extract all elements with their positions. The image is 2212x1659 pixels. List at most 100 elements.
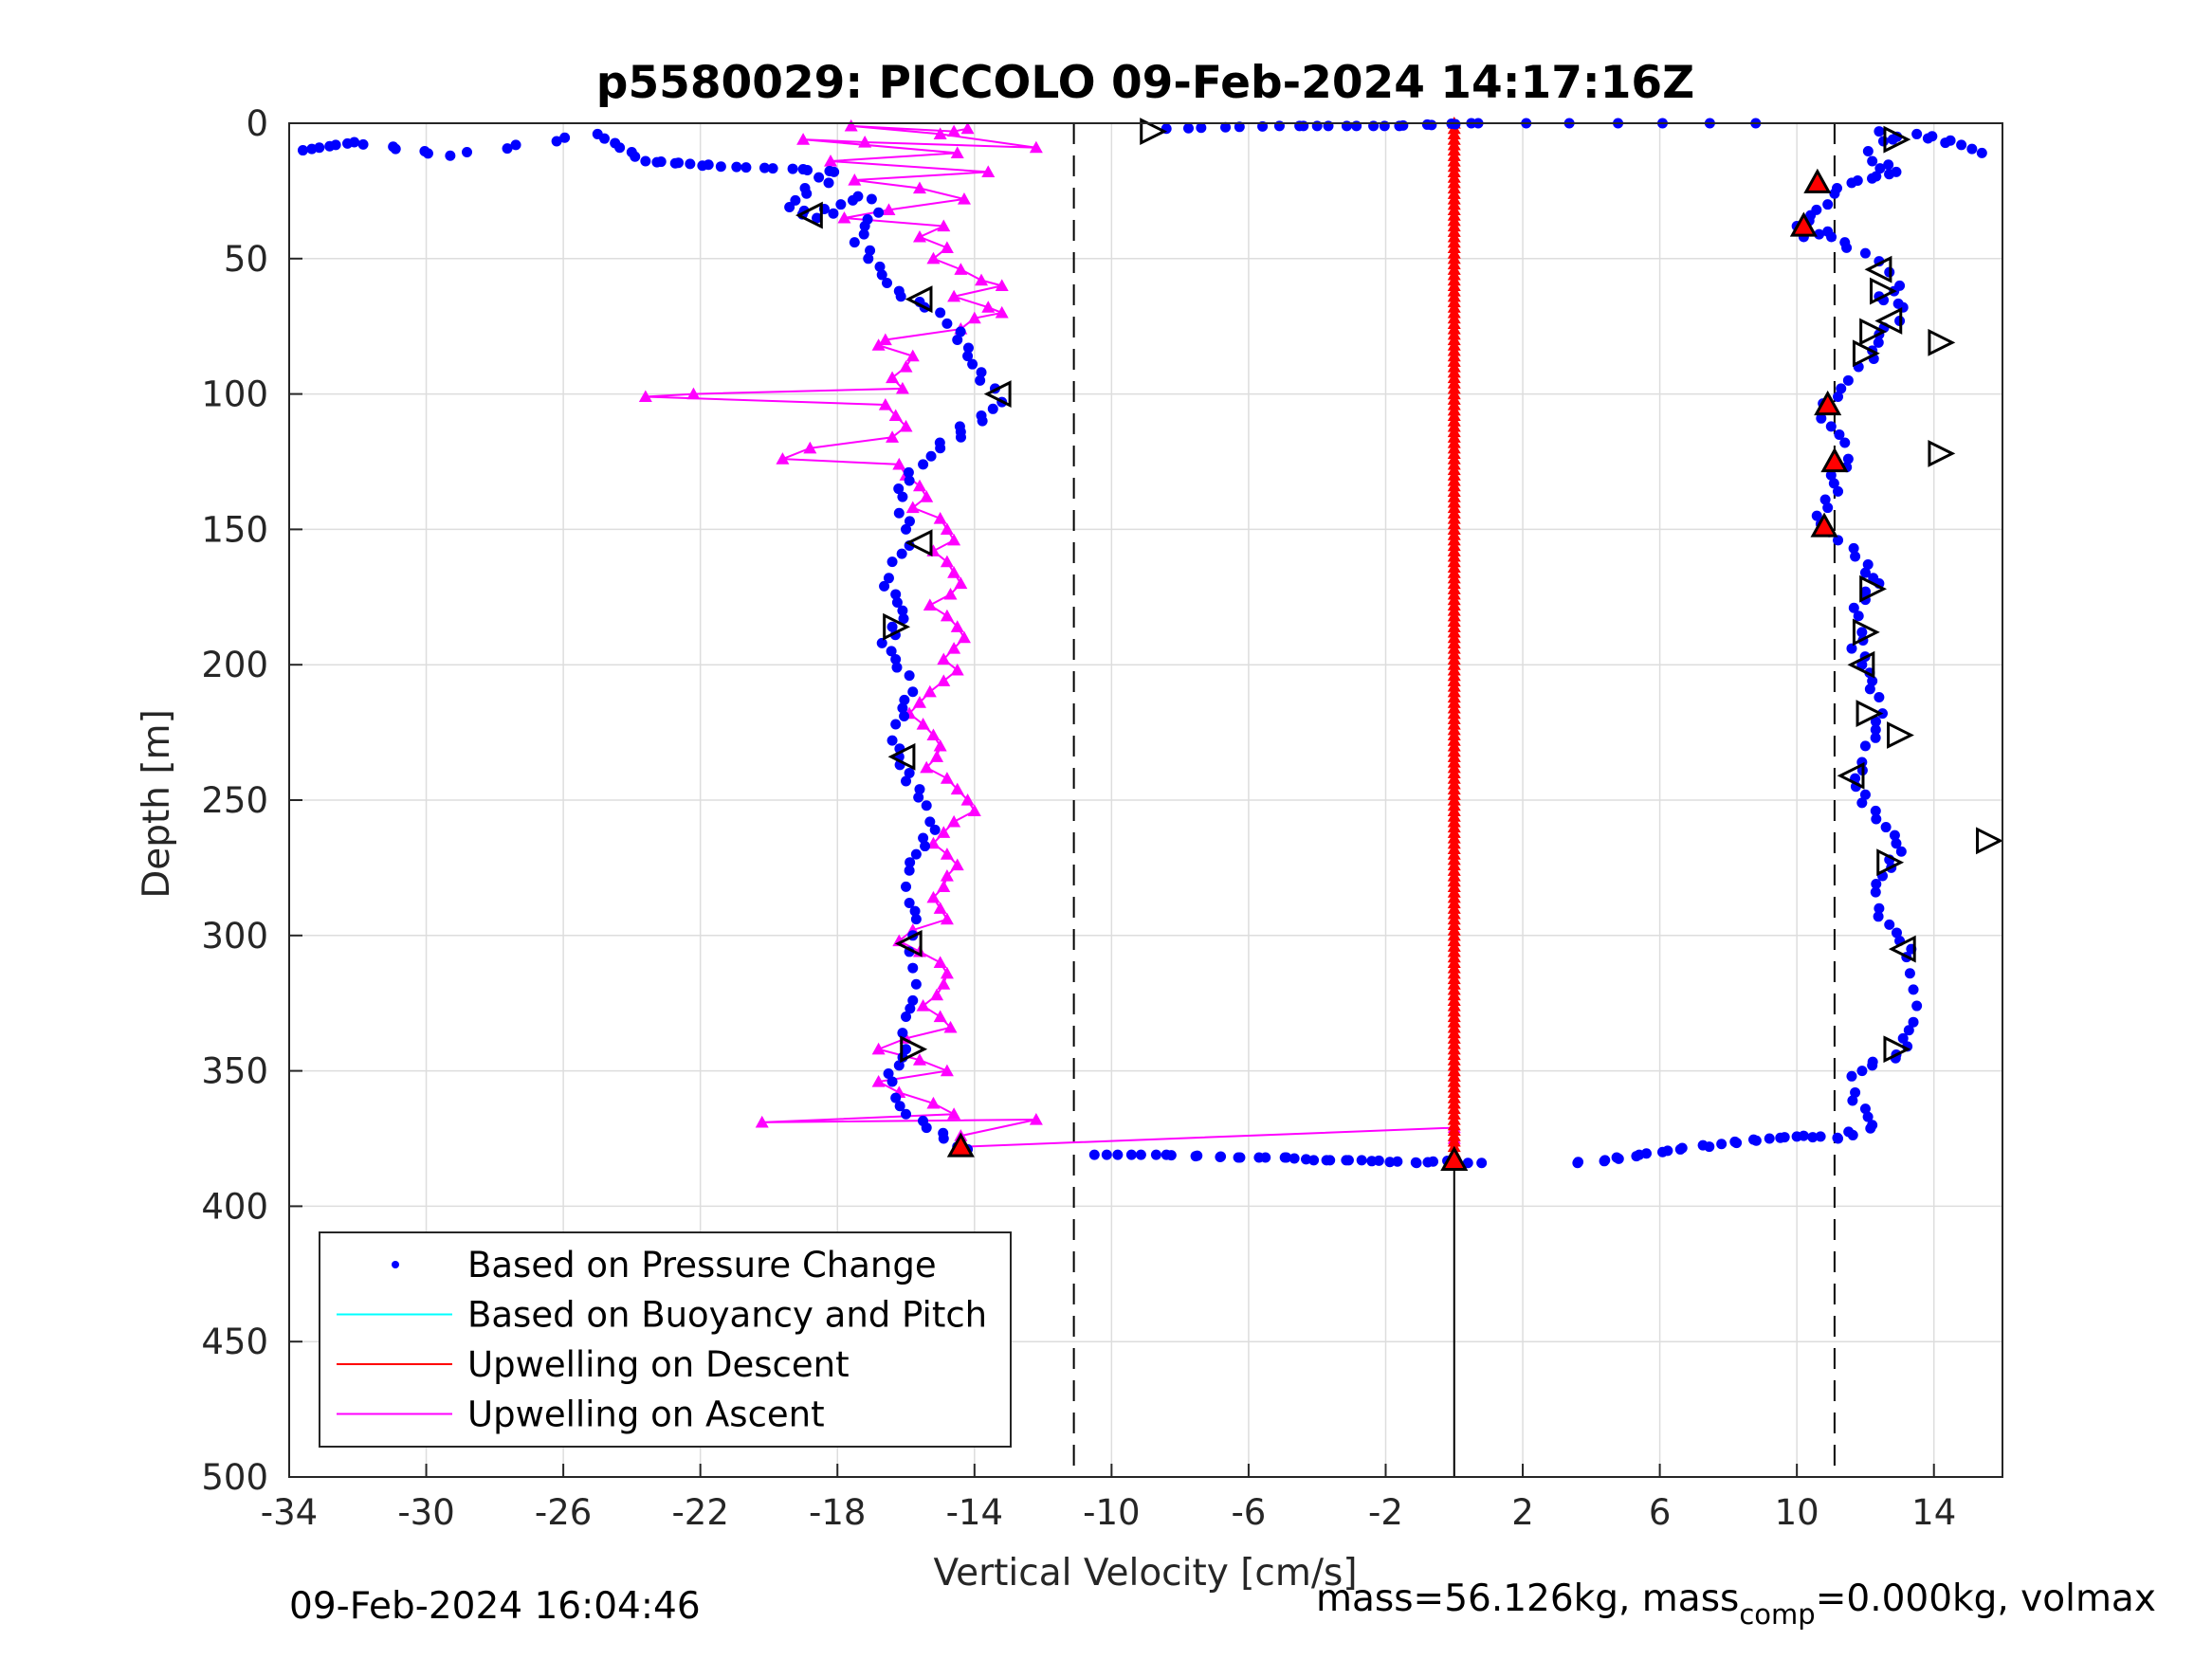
pressure-change-point: [1234, 1152, 1246, 1163]
pressure-change-point: [1356, 1155, 1367, 1166]
right-open-triangle-marker: [1140, 118, 1168, 145]
upwelling-ascent-point: [943, 1020, 958, 1033]
pressure-change-point: [893, 483, 905, 495]
upwelling-ascent-point: [940, 912, 954, 925]
upwelling-ascent-point: [1029, 1113, 1043, 1125]
pressure-change-point: [1860, 586, 1872, 597]
y-tick-label: 0: [246, 103, 268, 144]
upwelling-ascent-point: [824, 154, 838, 167]
pressure-change-point: [1850, 1086, 1861, 1098]
x-tick-label: -6: [1231, 1492, 1266, 1533]
pressure-change-point: [1870, 805, 1881, 816]
upwelling-ascent-point: [878, 398, 892, 410]
upwelling-ascent-point: [930, 988, 944, 1001]
pressure-change-point: [905, 857, 916, 868]
pressure-change-point: [977, 415, 988, 427]
pressure-change-point: [828, 208, 839, 219]
pressure-change-point: [904, 516, 915, 527]
upwelling-ascent-point: [926, 251, 941, 264]
x-tick-label: -2: [1368, 1492, 1403, 1533]
upwelling-ascent-point: [950, 663, 964, 676]
pressure-change-point: [904, 767, 915, 778]
upwelling-ascent-point: [926, 728, 941, 741]
pressure-change-point: [1150, 1149, 1161, 1160]
mass-tail: =0.000kg, volmax: [1815, 1577, 2156, 1620]
pressure-change-point: [886, 646, 897, 657]
pressure-change-point: [975, 374, 986, 386]
upwelling-ascent-point: [954, 576, 968, 590]
upwelling-ascent-point: [923, 598, 937, 611]
pressure-change-point: [1874, 126, 1885, 137]
pressure-change-point: [904, 898, 915, 909]
pressure-change-point: [955, 326, 966, 337]
pressure-change-point: [1426, 119, 1437, 131]
pressure-change-point: [598, 133, 610, 144]
pressure-change-point: [1871, 879, 1882, 890]
pressure-change-point: [630, 151, 641, 162]
upwelling-ascent-point: [858, 135, 872, 148]
pressure-change-point: [1301, 1154, 1312, 1165]
pressure-change-point: [967, 358, 978, 370]
pressure-change-point: [904, 475, 915, 486]
pressure-change-point: [1135, 1149, 1146, 1160]
pressure-change-point: [651, 156, 663, 168]
pressure-change-point: [1220, 121, 1232, 133]
upwelling-ascent-point: [950, 858, 964, 871]
pressure-change-point: [715, 161, 726, 173]
pressure-change-point: [879, 580, 890, 592]
pressure-change-point: [669, 157, 681, 169]
pressure-change-point: [882, 278, 893, 289]
upwelling-ascent-point: [975, 273, 989, 286]
pressure-change-point: [640, 155, 651, 167]
pressure-change-point: [502, 143, 513, 155]
pressure-change-point: [1165, 1150, 1177, 1161]
right-open-triangle-marker: [1928, 440, 1956, 467]
upwelling-ascent-point: [933, 127, 947, 140]
pressure-change-point: [935, 307, 946, 319]
left-open-triangle-marker: [1874, 307, 1903, 335]
pressure-change-point: [1842, 453, 1854, 465]
pressure-change-point: [1862, 146, 1874, 157]
upwelling-ascent-point: [940, 848, 954, 860]
upwelling-ascent-point: [947, 124, 961, 137]
upwelling-ascent-point: [940, 241, 954, 253]
pressure-change-point: [1850, 551, 1861, 562]
pressure-change-point: [551, 136, 562, 147]
left-open-triangle-marker: [1847, 650, 1875, 679]
pressure-change-point: [1825, 469, 1837, 481]
pressure-change-point: [865, 245, 876, 256]
pressure-change-point: [1833, 535, 1844, 546]
pressure-change-point: [921, 1122, 932, 1134]
pressure-change-point: [1870, 886, 1881, 898]
right-open-triangle-marker: [1859, 574, 1888, 603]
pressure-change-point: [1215, 1152, 1226, 1163]
pressure-change-point: [1841, 242, 1853, 253]
pressure-change-point: [1366, 1156, 1378, 1167]
pressure-change-point: [899, 710, 910, 721]
left-open-triangle-marker: [1837, 761, 1865, 790]
pressure-change-point: [1862, 559, 1874, 571]
pressure-change-point: [1848, 602, 1859, 613]
pressure-change-point: [462, 146, 473, 157]
upwelling-ascent-point: [940, 966, 954, 979]
filled-red-triangle-marker: [1803, 168, 1832, 193]
upwelling-ascent-point: [940, 522, 954, 535]
upwelling-ascent-point: [981, 301, 996, 313]
pressure-change-point: [1462, 1158, 1473, 1169]
upwelling-ascent-point: [937, 977, 951, 990]
pressure-change-point: [1846, 643, 1857, 654]
upwelling-ascent-point: [950, 146, 964, 159]
pressure-change-point: [1903, 1025, 1914, 1036]
upwelling-ascent-point: [912, 229, 926, 243]
pressure-change-point: [1674, 1143, 1686, 1155]
pressure-change-point: [921, 800, 932, 811]
pressure-change-point: [866, 193, 877, 205]
pressure-change-point: [1867, 675, 1878, 686]
pressure-change-point: [899, 694, 910, 705]
left-open-triangle-marker: [894, 929, 923, 957]
upwelling-ascent-point: [899, 360, 913, 373]
pressure-change-point: [1847, 1095, 1858, 1106]
pressure-change-point: [767, 163, 778, 174]
upwelling-ascent-point: [888, 409, 903, 422]
